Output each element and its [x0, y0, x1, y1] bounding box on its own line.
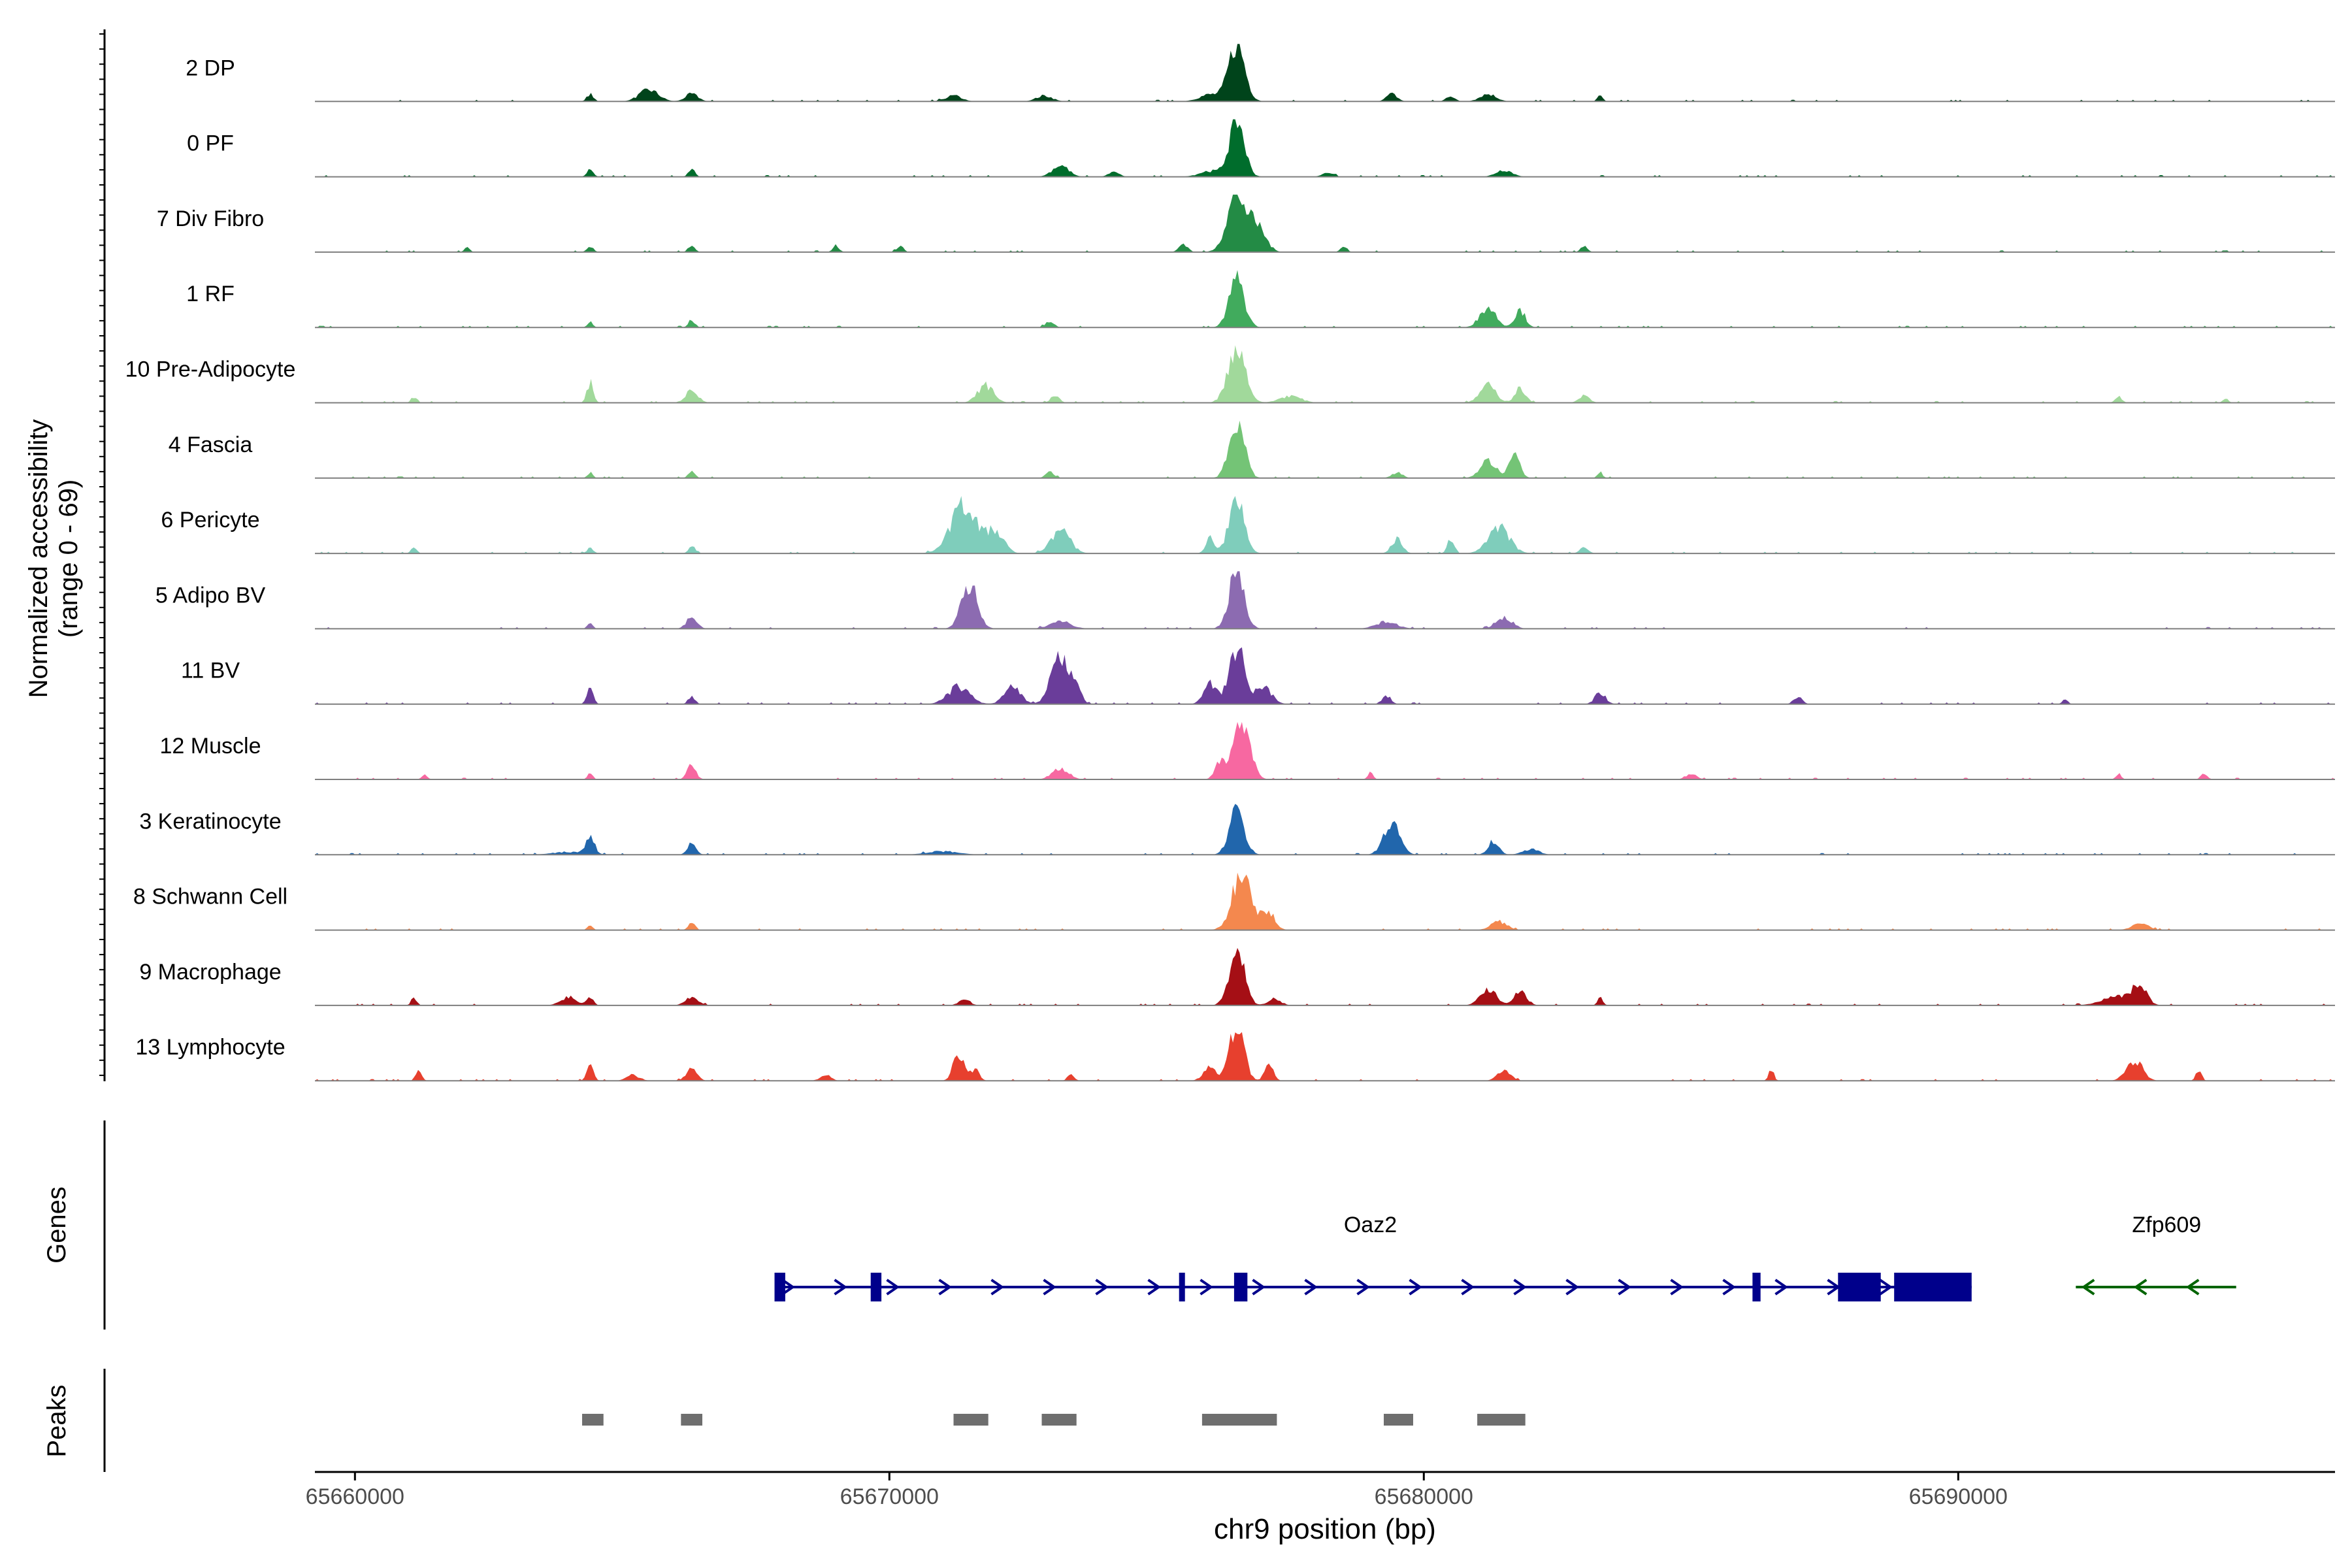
- strand-arrow-icon: [938, 1279, 953, 1296]
- genes-track: Oaz2 Zfp609: [774, 1213, 2236, 1301]
- strand-arrow-icon: [1879, 1279, 1893, 1296]
- strand-arrow-icon: [1043, 1279, 1057, 1296]
- track-label: 3 Keratinocyte: [139, 809, 281, 834]
- track-5-adipo-bv: 5 Adipo BV: [155, 571, 2335, 630]
- track-label: 2 DP: [186, 56, 235, 80]
- strand-arrow-icon: [1147, 1279, 1162, 1296]
- track-label: 13 Lymphocyte: [135, 1035, 285, 1060]
- track-label: 5 Adipo BV: [155, 583, 266, 608]
- strand-arrow-icon: [1774, 1279, 1789, 1296]
- track-label: 12 Muscle: [160, 734, 261, 759]
- y-axis-title-line1: Normalized accessibility: [24, 419, 53, 698]
- track-label: 4 Fascia: [169, 433, 253, 457]
- strand-arrow-icon: [886, 1279, 900, 1296]
- track-label: 0 PF: [187, 131, 234, 156]
- gene-exon: [1838, 1273, 1881, 1301]
- gene-exon: [1752, 1273, 1761, 1301]
- x-tick-label: 65680000: [1375, 1484, 1473, 1509]
- x-tick-label: 65690000: [1909, 1484, 2008, 1509]
- x-tick-label: 65660000: [306, 1484, 404, 1509]
- strand-arrow-icon: [1722, 1279, 1737, 1296]
- strand-arrow-icon: [1670, 1279, 1684, 1296]
- gene-exon: [774, 1273, 785, 1301]
- x-axis-ticks: 65660000 65670000 65680000 65690000: [306, 1472, 2008, 1509]
- track-label: 7 Div Fibro: [157, 206, 264, 231]
- strand-arrow-icon: [1304, 1279, 1318, 1296]
- peak-region: [1384, 1414, 1413, 1426]
- strand-arrow-icon: [1252, 1279, 1266, 1296]
- y-axis-title-line2: (range 0 - 69): [54, 480, 83, 638]
- strand-arrow-icon: [1618, 1279, 1632, 1296]
- peaks-track: [582, 1414, 1526, 1426]
- track-3-keratinocyte: 3 Keratinocyte: [139, 804, 2335, 856]
- gene-name-label: Zfp609: [2132, 1213, 2201, 1237]
- gene-zfp609: Zfp609: [2076, 1213, 2236, 1296]
- gene-oaz2: Oaz2: [774, 1213, 1972, 1301]
- track-11-bv: 11 BV: [181, 647, 2335, 705]
- track-6-pericyte: 6 Pericyte: [161, 496, 2335, 555]
- strand-arrow-icon: [1409, 1279, 1423, 1296]
- peak-region: [582, 1414, 604, 1426]
- strand-arrow-icon: [1200, 1279, 1214, 1296]
- track-9-macrophage: 9 Macrophage: [139, 947, 2335, 1006]
- gene-name-label: Oaz2: [1344, 1213, 1397, 1237]
- track-label: 1 RF: [186, 282, 235, 306]
- track-10-pre-adipocyte: 10 Pre-Adipocyte: [125, 345, 2335, 404]
- track-label: 6 Pericyte: [161, 508, 259, 532]
- track-0-pf: 0 PF: [187, 119, 2335, 178]
- track-8-schwann-cell: 8 Schwann Cell: [133, 872, 2335, 931]
- track-4-fascia: 4 Fascia: [169, 420, 2335, 479]
- track-label: 8 Schwann Cell: [133, 885, 287, 909]
- track-area: [315, 1032, 2335, 1081]
- strand-arrow-icon: [1095, 1279, 1109, 1296]
- strand-arrow-icon: [1461, 1279, 1475, 1296]
- strand-arrow-icon: [1356, 1279, 1371, 1296]
- track-2-dp: 2 DP: [186, 44, 2335, 103]
- track-1-rf: 1 RF: [186, 270, 2335, 329]
- gene-exon: [1894, 1273, 1972, 1301]
- strand-arrow-icon: [2133, 1279, 2148, 1296]
- peaks-panel-label: Peaks: [42, 1384, 71, 1457]
- peak-region: [1041, 1414, 1077, 1426]
- x-tick-label: 65670000: [840, 1484, 939, 1509]
- strand-arrow-icon: [2081, 1279, 2095, 1296]
- strand-arrow-icon: [990, 1279, 1005, 1296]
- x-axis-title: chr9 position (bp): [1214, 1513, 1436, 1545]
- peak-region: [681, 1414, 702, 1426]
- strand-arrow-icon: [1565, 1279, 1580, 1296]
- track-13-lymphocyte: 13 Lymphocyte: [135, 1032, 2335, 1082]
- gene-exon: [870, 1273, 882, 1301]
- accessibility-tracks: 2 DP 0 PF 7 Div Fibro 1 RF 10 Pre-Adipocyte 4…: [99, 29, 2335, 1082]
- track-label: 9 Macrophage: [139, 960, 281, 985]
- strand-arrow-icon: [2185, 1279, 2200, 1296]
- strand-arrow-icon: [834, 1279, 848, 1296]
- peak-region: [1201, 1414, 1277, 1426]
- track-12-muscle: 12 Muscle: [160, 722, 2335, 780]
- track-label: 11 BV: [181, 659, 240, 683]
- strand-arrow-icon: [1513, 1279, 1527, 1296]
- peak-region: [953, 1414, 988, 1426]
- genes-panel-label: Genes: [42, 1186, 71, 1264]
- peak-region: [1477, 1414, 1526, 1426]
- track-label: 10 Pre-Adipocyte: [125, 357, 296, 382]
- gene-exon: [1179, 1273, 1185, 1301]
- gene-exon: [1233, 1273, 1248, 1301]
- track-area: [315, 947, 2335, 1005]
- strand-arrow-icon: [781, 1279, 796, 1296]
- track-7-div-fibro: 7 Div Fibro: [157, 194, 2335, 253]
